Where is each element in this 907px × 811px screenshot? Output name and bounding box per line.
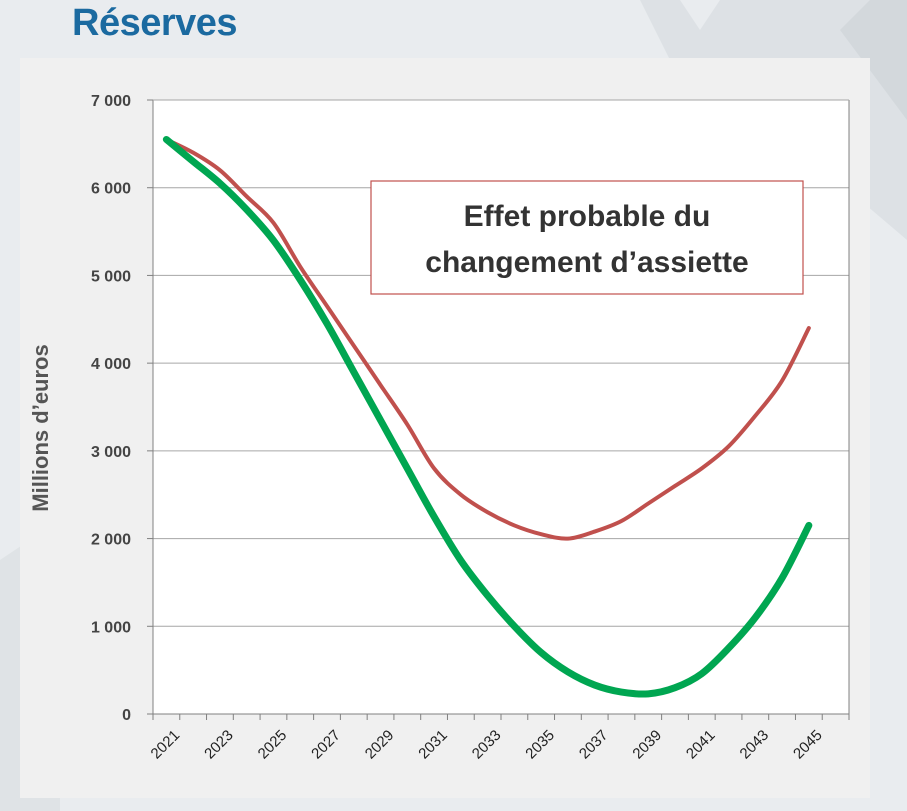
x-tick-label: 2045: [790, 727, 826, 763]
chart-card: 0 1 000 2 000 3 000 4 000 5 000 6 000 7 000 202…: [20, 58, 870, 798]
y-tick-label: 1 000: [91, 619, 131, 636]
line-chart: 0 1 000 2 000 3 000 4 000 5 000 6 000 7 000 202…: [28, 93, 850, 763]
page-title: Réserves: [72, 2, 238, 44]
y-tick-label: 3 000: [91, 444, 131, 461]
x-tick-label: 2037: [576, 727, 612, 763]
y-tick-label: 5 000: [91, 268, 131, 285]
y-tick-label: 2 000: [91, 532, 131, 549]
x-tick-label: 2035: [522, 727, 558, 763]
series-lines: [162, 135, 813, 698]
y-tick-label: 6 000: [91, 181, 131, 198]
x-tick-label: 2031: [415, 727, 451, 763]
annotation-box: Effet probable du changement d’assiette: [370, 180, 804, 295]
annotation-line-2: changement d’assiette: [425, 246, 748, 279]
annotation-line-1: Effet probable du: [464, 200, 711, 233]
x-tick-label: 2021: [148, 727, 184, 763]
y-axis-label: Millions d’euros: [28, 344, 53, 511]
y-tick-label: 0: [122, 707, 131, 724]
x-tick-label: 2041: [683, 727, 719, 763]
y-tick-label: 7 000: [91, 93, 131, 110]
x-tick-label: 2027: [308, 727, 344, 763]
series-line-1: [162, 135, 813, 698]
annotation-frame: [370, 180, 804, 295]
x-tick-labels: 2021 2023 2025 2027 2029 2031 2033 2035 2037 2039…: [148, 727, 826, 763]
x-tick-label: 2029: [362, 727, 398, 763]
x-tick-label: 2043: [737, 727, 773, 763]
x-tick-label: 2023: [201, 727, 237, 763]
x-tick-label: 2039: [629, 727, 665, 763]
axes: [147, 99, 850, 720]
series-line-0: [164, 137, 811, 541]
y-tick-label: 4 000: [91, 356, 131, 373]
x-tick-label: 2025: [255, 727, 291, 763]
y-tick-labels: 0 1 000 2 000 3 000 4 000 5 000 6 000 7 000: [91, 93, 131, 724]
x-tick-label: 2033: [469, 727, 505, 763]
